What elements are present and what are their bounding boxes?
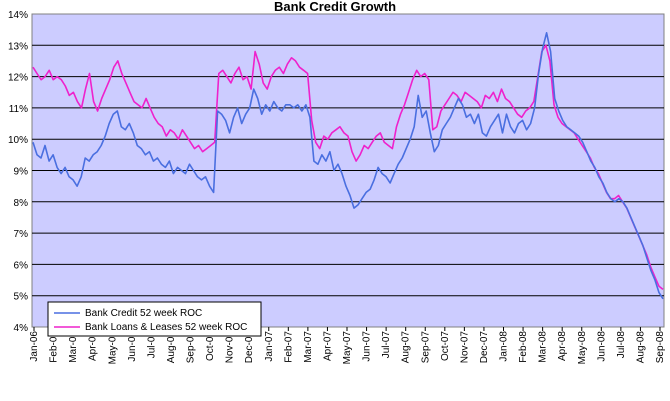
x-tick-label: May-08 <box>577 331 588 365</box>
y-axis: 4% 5% 6% 7% 8% 9% 10% 11% 12% 13% 14% <box>8 10 28 334</box>
series-layer <box>32 31 664 300</box>
x-tick-label: Sep-06 <box>186 331 197 364</box>
y-tick-label: 4% <box>14 323 29 334</box>
x-tick-label: Aug-06 <box>166 331 177 364</box>
x-tick-label: Jun-08 <box>596 331 607 362</box>
y-tick-label: 13% <box>8 41 28 52</box>
x-tick-label: Jan-08 <box>499 331 510 362</box>
y-tick-label: 12% <box>8 73 28 84</box>
x-tick-label: Jan-06 <box>29 331 40 362</box>
chart-title: Bank Credit Growth <box>274 0 396 14</box>
x-tick-label: May-06 <box>107 331 118 365</box>
x-tick-label: Aug-07 <box>401 331 412 364</box>
legend-label-bank-credit: Bank Credit 52 week ROC <box>85 308 202 319</box>
y-tick-label: 14% <box>8 10 28 21</box>
series-line-bank-loans-leases <box>32 44 664 291</box>
legend-box <box>47 301 262 337</box>
series-line-bank-credit <box>32 31 664 300</box>
x-tick-label: Sep-08 <box>655 331 666 364</box>
legend-label-bank-loans-leases: Bank Loans & Leases 52 week ROC <box>85 322 247 333</box>
y-tick-label: 5% <box>14 292 29 303</box>
x-tick-label: Jul-07 <box>381 331 392 359</box>
x-tick-label: Apr-08 <box>557 331 568 361</box>
legend: Bank Credit 52 week ROC Bank Loans & Lea… <box>47 301 262 337</box>
x-tick-label: Jul-06 <box>146 331 157 359</box>
x-tick-label: Feb-08 <box>518 331 529 363</box>
x-tick-label: Mar-08 <box>538 331 549 363</box>
y-tick-label: 11% <box>9 104 28 115</box>
y-tick-label: 9% <box>14 167 29 178</box>
x-tick-label: Oct-07 <box>440 331 451 361</box>
x-tick-label: Dec-06 <box>244 331 255 364</box>
x-tick-label: Jun-07 <box>362 331 373 362</box>
x-tick-label: Jun-06 <box>127 331 138 362</box>
x-tick-label: Nov-06 <box>225 331 236 364</box>
x-tick-label: Feb-07 <box>283 331 294 363</box>
y-tick-label: 8% <box>14 198 29 209</box>
x-tick-label: Feb-06 <box>49 331 60 363</box>
y-tick-label: 6% <box>14 260 29 271</box>
x-tick-label: Dec-07 <box>479 331 490 364</box>
x-tick-label: Mar-06 <box>68 331 79 363</box>
x-tick-label: Oct-06 <box>205 331 216 361</box>
x-tick-label: Jan-07 <box>264 331 275 362</box>
x-tick-label: Apr-07 <box>322 331 333 361</box>
x-tick-label: Apr-06 <box>88 331 99 361</box>
x-tick-label: Nov-07 <box>459 331 470 364</box>
x-tick-label: Sep-07 <box>420 331 431 364</box>
x-tick-label: Aug-08 <box>635 331 646 364</box>
x-tick-label: Mar-07 <box>303 331 314 363</box>
y-tick-label: 7% <box>14 229 29 240</box>
x-tick-label: May-07 <box>342 331 353 365</box>
x-tick-label: Jul-08 <box>616 331 627 359</box>
y-tick-label: 10% <box>8 135 28 146</box>
